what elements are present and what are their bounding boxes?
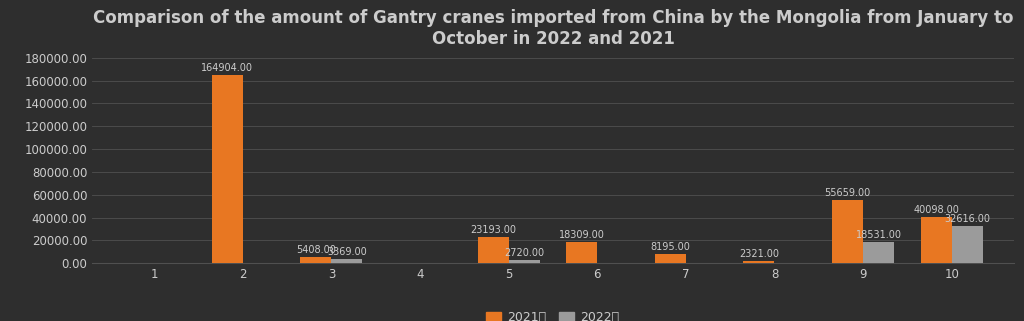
Title: Comparison of the amount of Gantry cranes imported from China by the Mongolia fr: Comparison of the amount of Gantry crane… [93,9,1013,48]
Bar [863,242,894,263]
Text: 40098.00: 40098.00 [913,205,959,215]
Bar [300,257,332,263]
Legend: 2021年, 2022年: 2021年, 2022年 [481,307,625,321]
Bar [566,242,597,263]
Text: 18309.00: 18309.00 [559,230,605,240]
Text: 32616.00: 32616.00 [944,214,990,224]
Bar [833,200,863,263]
Text: 5408.00: 5408.00 [296,245,336,255]
Text: 3369.00: 3369.00 [327,247,367,257]
Bar [655,254,686,263]
Text: 2720.00: 2720.00 [504,248,544,258]
Bar [477,237,509,263]
Bar [951,226,983,263]
Text: 23193.00: 23193.00 [470,225,516,235]
Text: 8195.00: 8195.00 [650,242,690,252]
Text: 55659.00: 55659.00 [824,188,870,198]
Text: 164904.00: 164904.00 [202,63,253,73]
Text: 18531.00: 18531.00 [856,230,901,240]
Bar [743,261,774,263]
Bar [332,259,362,263]
Text: 2321.00: 2321.00 [739,248,779,258]
Bar [921,217,951,263]
Bar [509,260,540,263]
Bar [212,75,243,263]
